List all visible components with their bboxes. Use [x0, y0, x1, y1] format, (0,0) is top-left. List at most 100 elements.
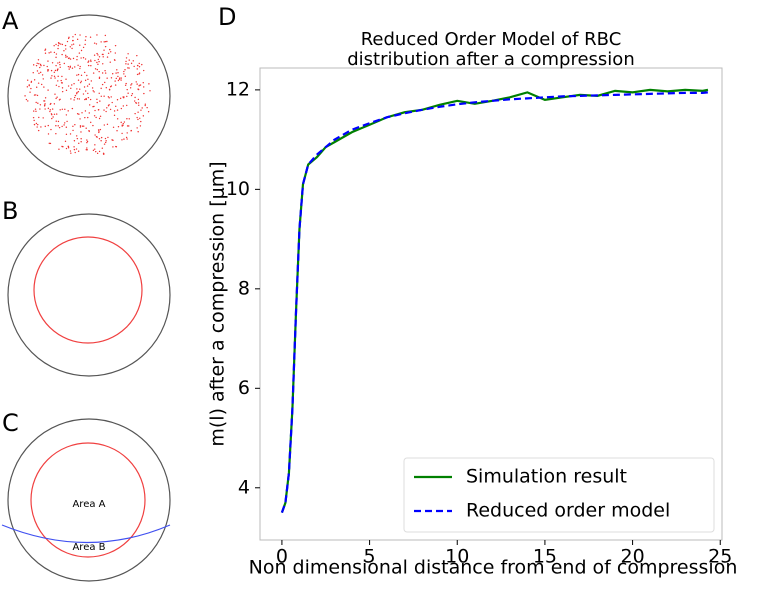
cell-dot [141, 63, 143, 66]
cell-dot [104, 40, 107, 43]
cell-dot [120, 79, 122, 81]
cell-dot [126, 132, 128, 134]
cell-dot [77, 91, 80, 93]
cell-dot [137, 64, 139, 67]
cell-dot [65, 147, 68, 150]
cell-dot [61, 53, 63, 56]
cell-dot [39, 66, 41, 69]
cell-dot [89, 59, 92, 61]
cell-dot [130, 62, 133, 65]
cell-dot [117, 72, 119, 74]
cell-dot [74, 124, 76, 126]
cell-dot [116, 109, 119, 111]
cell-dot [58, 148, 60, 150]
cell-dot [107, 52, 110, 55]
cell-dot [34, 108, 37, 110]
cell-dot [94, 148, 96, 150]
cell-dot [26, 79, 29, 81]
cell-dot [122, 124, 124, 127]
cell-dot [96, 136, 98, 138]
cell-dot [47, 70, 49, 72]
cell-dot [50, 113, 53, 115]
series-line [280, 91, 709, 514]
cell-dot [98, 131, 100, 134]
cell-dot [120, 77, 122, 79]
cell-dot [87, 78, 89, 81]
cell-dot [48, 142, 51, 145]
cell-dot [80, 57, 82, 59]
cell-dot [86, 85, 89, 87]
cell-dot [93, 115, 96, 117]
cell-dot [98, 70, 100, 73]
cell-dot [101, 83, 104, 86]
cell-dot [55, 53, 58, 55]
cell-dot [79, 44, 81, 46]
cell-dot [51, 117, 53, 120]
cell-dot [59, 66, 61, 68]
cell-dot [44, 49, 46, 51]
cell-dot [125, 57, 128, 59]
cell-dot [49, 110, 51, 113]
cell-dot [73, 82, 75, 85]
cell-dot [91, 87, 94, 89]
cell-dot [98, 92, 100, 95]
cell-dot [59, 98, 61, 101]
cell-dot [104, 34, 107, 37]
cell-dot [96, 152, 99, 155]
cell-dot [32, 64, 35, 66]
cell-dot [72, 125, 74, 128]
cell-dots [24, 33, 151, 155]
cell-dot [106, 56, 109, 58]
cell-dot [66, 120, 68, 123]
cell-dot [107, 96, 110, 98]
cell-dot [95, 150, 97, 153]
cell-dot [71, 84, 73, 86]
cell-dot [86, 140, 89, 143]
cell-dot [33, 94, 36, 96]
cell-dot [120, 121, 122, 124]
cell-dot [77, 73, 80, 76]
cell-dot [79, 81, 82, 84]
cell-dot [40, 64, 42, 67]
cell-dot [54, 77, 56, 79]
cell-dot [63, 50, 65, 52]
y-tick-label: 4 [238, 476, 250, 498]
cell-dot [50, 77, 52, 79]
cell-dot [80, 74, 83, 77]
cell-dot [126, 125, 129, 127]
cell-dot [43, 100, 45, 102]
cell-dot [129, 87, 132, 89]
cell-dot [127, 92, 129, 94]
cell-dot [139, 125, 142, 127]
panel-label: B [2, 197, 18, 225]
cell-dot [44, 125, 46, 128]
cell-dot [55, 125, 57, 127]
cell-dot [75, 135, 78, 137]
cell-dot [136, 116, 138, 119]
cell-dot [85, 97, 87, 100]
cell-dot [114, 52, 117, 54]
cell-dot [61, 75, 63, 78]
cell-dot [33, 110, 35, 112]
series-line [280, 88, 709, 514]
cell-dot [82, 93, 85, 95]
cell-dot [138, 104, 140, 106]
cell-dot [65, 133, 68, 136]
cell-dot [65, 114, 68, 116]
cell-dot [149, 90, 151, 92]
cell-dot [86, 139, 88, 141]
cell-dot [123, 70, 125, 73]
cell-dot [57, 62, 59, 64]
cell-dot [112, 139, 114, 142]
cell-dot [58, 85, 60, 88]
cell-dot [85, 149, 87, 151]
cell-dot [87, 61, 89, 63]
cell-dot [99, 100, 101, 102]
cell-dot [57, 47, 59, 50]
chart-title: distribution after a compression [347, 49, 634, 70]
annotation: Area A [72, 499, 105, 510]
cell-dot [94, 59, 96, 62]
cell-dot [108, 88, 111, 91]
cell-dot [86, 74, 88, 77]
cell-dot [61, 108, 64, 110]
